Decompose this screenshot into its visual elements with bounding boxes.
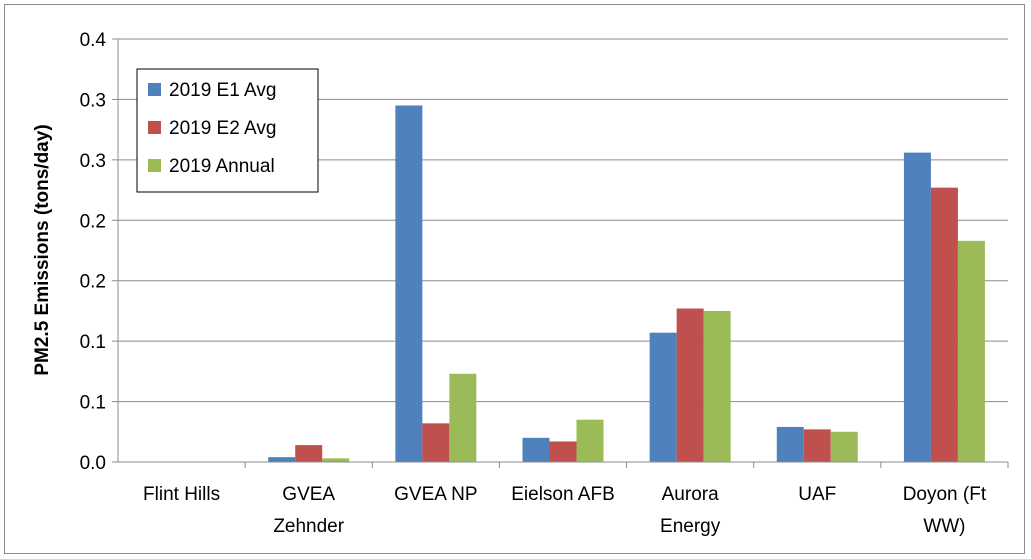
bar <box>957 240 985 462</box>
bar <box>549 441 577 462</box>
bar <box>295 445 323 462</box>
bar <box>322 458 350 462</box>
x-category-label: WW) <box>923 516 965 537</box>
y-tick-label: 0.4 <box>80 30 107 51</box>
legend: 2019 E1 Avg 2019 E2 Avg 2019 Annual <box>136 68 319 193</box>
bar <box>830 431 858 462</box>
bar <box>930 187 958 462</box>
x-category-label: GVEA <box>282 484 335 505</box>
y-tick-label: 0.2 <box>80 211 106 232</box>
axes <box>117 39 1009 468</box>
legend-label: 2019 E2 Avg <box>169 118 276 139</box>
bar <box>776 426 804 462</box>
legend-swatch <box>148 159 161 172</box>
bar <box>903 152 931 462</box>
x-category-labels: Flint Hills GVEA Zehnder GVEA NP Eielson AFB… <box>143 484 987 537</box>
legend-swatch <box>148 83 161 96</box>
x-category-label: Energy <box>660 516 721 537</box>
bar <box>449 373 477 462</box>
x-category-label: Eielson AFB <box>511 484 615 505</box>
y-tick-label: 0.3 <box>80 151 106 172</box>
x-category-label: Aurora <box>662 484 719 505</box>
bar <box>395 105 423 462</box>
y-tick-label: 0.3 <box>80 90 106 111</box>
bar <box>522 437 550 462</box>
x-category-label: GVEA NP <box>394 484 477 505</box>
bars <box>268 105 985 462</box>
y-axis-title: PM2.5 Emissions (tons/day) <box>32 124 53 375</box>
bar <box>703 310 731 462</box>
y-tick-label: 0.1 <box>80 332 106 353</box>
y-tick-labels: 0.0 0.1 0.1 0.2 0.2 0.3 0.3 0.4 <box>80 30 118 474</box>
y-tick-label: 0.2 <box>80 272 106 293</box>
y-tick-label: 0.1 <box>80 393 106 414</box>
bar <box>676 308 704 462</box>
x-category-label: Flint Hills <box>143 484 220 505</box>
legend-box <box>136 68 319 193</box>
bar <box>803 429 831 462</box>
legend-swatch <box>148 121 161 134</box>
x-category-label: UAF <box>798 484 836 505</box>
legend-label: 2019 E1 Avg <box>169 80 276 101</box>
bar <box>649 332 677 462</box>
bar <box>576 419 604 462</box>
y-tick-label: 0.0 <box>80 453 106 474</box>
legend-label: 2019 Annual <box>169 156 275 177</box>
bar <box>422 423 450 462</box>
x-category-label: Zehnder <box>273 516 344 537</box>
bar <box>268 457 296 462</box>
x-category-label: Doyon (Ft <box>903 484 987 505</box>
